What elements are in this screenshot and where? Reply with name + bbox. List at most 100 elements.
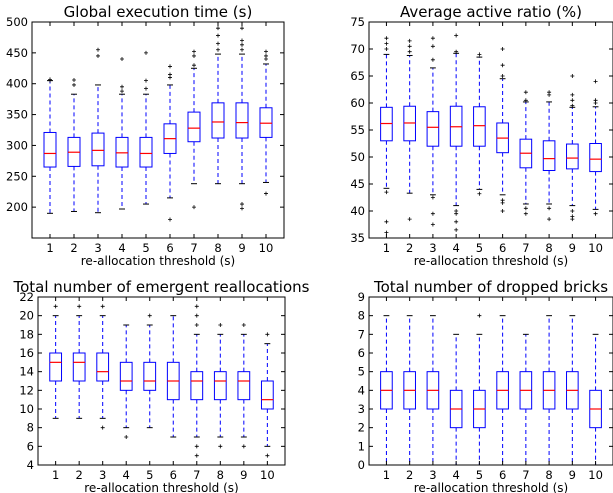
- active-ratio-plot-frame: [368, 21, 613, 239]
- dropped-bricks-xtick-label: 5: [476, 468, 483, 482]
- flier-point: [500, 209, 505, 213]
- dropped-bricks-ytick-label: 2: [358, 421, 365, 435]
- active-ratio-xtick-label: 1: [383, 241, 390, 255]
- flier-point: [477, 52, 482, 57]
- iqr-box: [96, 352, 110, 382]
- active-ratio-xlabel: re-allocation threshold (s): [414, 254, 568, 268]
- emergent-reallocations-ytick-label: 18: [19, 327, 34, 341]
- active-ratio-ytick-label: 40: [350, 204, 365, 218]
- flier-point: [547, 217, 552, 222]
- flier-point: [240, 42, 244, 47]
- flier-point: [240, 38, 244, 43]
- flier-point: [216, 41, 220, 46]
- flier-point: [144, 78, 148, 83]
- flier-point: [570, 209, 575, 213]
- iqr-box: [566, 143, 579, 170]
- flier-point: [168, 72, 172, 77]
- flier-point: [144, 50, 148, 55]
- active-ratio-xtick-label: 7: [522, 241, 529, 255]
- flier-point: [194, 313, 199, 318]
- chart-dropped-bricks: Total number of dropped bricks 0 1 2 3 4 5 6 7 8 9…: [358, 278, 613, 493]
- active-ratio-title: Average active ratio (%): [400, 3, 582, 21]
- flier-point: [523, 90, 528, 95]
- emergent-reallocations-ytick-label: 12: [19, 383, 34, 397]
- active-ratio-xtick-label: 3: [429, 241, 436, 255]
- dropped-bricks-ytick-label: 9: [358, 290, 365, 304]
- iqr-box: [190, 371, 204, 401]
- execution-time-title: Global execution time (s): [64, 3, 253, 21]
- emergent-reallocations-xtick-label: 8: [217, 468, 224, 482]
- dropped-bricks-box-4: [449, 333, 463, 466]
- flier-point: [407, 49, 412, 54]
- execution-time-xlabel: re-allocation threshold (s): [81, 254, 235, 268]
- emergent-reallocations-box-2: [72, 304, 86, 419]
- flier-point: [430, 44, 435, 49]
- dropped-bricks-box-5: [473, 313, 486, 466]
- emergent-reallocations-title: Total number of emergent reallocations: [13, 278, 310, 296]
- emergent-reallocations-box-4: [119, 324, 133, 439]
- flier-point: [454, 227, 459, 232]
- active-ratio-box-7: [519, 90, 533, 216]
- emergent-reallocations-xtick-label: 2: [76, 468, 83, 482]
- emergent-reallocations-ytick-label: 16: [19, 346, 34, 360]
- emergent-reallocations-xtick-label: 6: [170, 468, 177, 482]
- execution-time-xtick-label: 4: [118, 241, 125, 255]
- emergent-reallocations-box-5: [143, 313, 157, 429]
- flier-point: [407, 217, 412, 222]
- execution-time-xtick-label: 2: [70, 241, 77, 255]
- iqr-box: [139, 136, 153, 168]
- dropped-bricks-box-3: [426, 315, 440, 466]
- dropped-bricks-box-9: [566, 315, 579, 466]
- active-ratio-ytick-label: 45: [350, 177, 365, 191]
- active-ratio-box-9: [566, 74, 579, 222]
- flier-point: [216, 33, 220, 38]
- dropped-bricks-box-7: [519, 333, 533, 466]
- dropped-bricks-ytick-label: 4: [358, 383, 365, 397]
- emergent-reallocations-plot-frame: [37, 296, 286, 466]
- iqr-box: [426, 111, 440, 147]
- chart-emergent-reallocations: Total number of emergent reallocations 4 6…: [13, 278, 310, 493]
- active-ratio-box-2: [403, 38, 416, 222]
- iqr-box: [473, 106, 486, 147]
- flier-point: [264, 49, 268, 54]
- dropped-bricks-xtick-label: 3: [429, 468, 436, 482]
- flier-point: [120, 89, 124, 94]
- flier-point: [430, 57, 435, 62]
- active-ratio-box-8: [542, 90, 556, 222]
- flier-point: [430, 222, 435, 227]
- active-ratio-ytick-label: 50: [350, 150, 365, 164]
- flier-point: [264, 53, 268, 58]
- iqr-box: [542, 140, 556, 172]
- execution-time-box-2: [67, 78, 81, 212]
- flier-point: [168, 217, 172, 222]
- iqr-box: [119, 361, 133, 391]
- flier-point: [430, 211, 435, 216]
- dropped-bricks-xlabel: re-allocation threshold (s): [414, 481, 568, 493]
- execution-time-ytick-label: 450: [6, 46, 28, 60]
- execution-time-box-9: [235, 26, 249, 211]
- dropped-bricks-ytick-label: 8: [358, 309, 365, 323]
- flier-point: [240, 47, 244, 52]
- flier-point: [264, 191, 268, 196]
- flier-point: [430, 36, 435, 41]
- flier-point: [454, 49, 459, 54]
- iqr-box: [143, 361, 157, 391]
- flier-point: [241, 444, 246, 449]
- emergent-reallocations-box-10: [260, 332, 274, 458]
- dropped-bricks-xtick-label: 9: [569, 468, 576, 482]
- flier-point: [570, 74, 575, 78]
- flier-point: [192, 205, 196, 210]
- emergent-reallocations-xtick-label: 1: [52, 468, 59, 482]
- execution-time-box-3: [91, 47, 105, 214]
- iqr-box: [72, 352, 86, 382]
- execution-time-box-1: [43, 77, 57, 214]
- flier-point: [477, 191, 482, 196]
- emergent-reallocations-box-8: [213, 323, 227, 449]
- flier-point: [194, 453, 199, 458]
- flier-point: [192, 53, 196, 58]
- execution-time-box-6: [163, 64, 177, 222]
- active-ratio-box-6: [496, 47, 509, 213]
- execution-time-ytick-label: 200: [6, 200, 28, 214]
- flier-point: [77, 304, 82, 309]
- flier-point: [384, 230, 389, 235]
